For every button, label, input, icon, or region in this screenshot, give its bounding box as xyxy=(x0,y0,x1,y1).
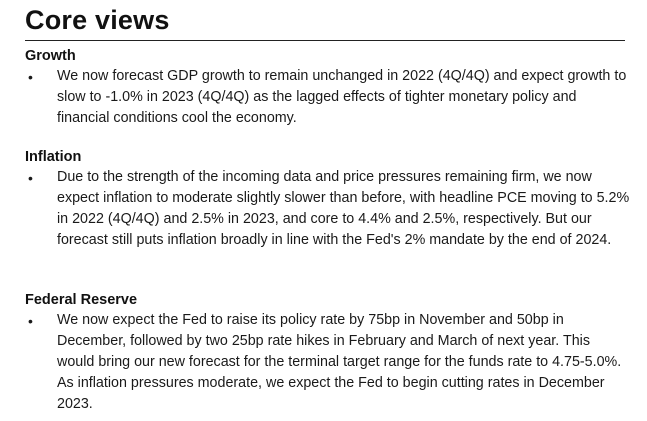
section-inflation: Inflation • Due to the strength of the i… xyxy=(25,147,630,251)
title-divider xyxy=(25,40,625,41)
bullet-marker: • xyxy=(28,170,33,186)
bullet-text-growth: We now forecast GDP growth to remain unc… xyxy=(57,68,627,126)
section-heading-federal-reserve: Federal Reserve xyxy=(25,292,138,308)
bullet-item-growth: • We now forecast GDP growth to remain u… xyxy=(25,66,630,129)
section-heading-growth: Growth xyxy=(25,48,76,64)
section-federal-reserve: Federal Reserve • We now expect the Fed … xyxy=(25,290,630,415)
bullet-marker: • xyxy=(28,69,33,85)
page-title: Core views xyxy=(25,5,170,35)
section-growth: Growth • We now forecast GDP growth to r… xyxy=(25,46,630,129)
bullet-marker: • xyxy=(28,313,33,329)
bullet-item-federal-reserve: • We now expect the Fed to raise its pol… xyxy=(25,310,630,415)
bullet-text-inflation: Due to the strength of the incoming data… xyxy=(57,169,630,248)
section-heading-inflation: Inflation xyxy=(25,149,82,165)
bullet-text-federal-reserve: We now expect the Fed to raise its polic… xyxy=(57,312,622,412)
bullet-item-inflation: • Due to the strength of the incoming da… xyxy=(25,167,630,251)
